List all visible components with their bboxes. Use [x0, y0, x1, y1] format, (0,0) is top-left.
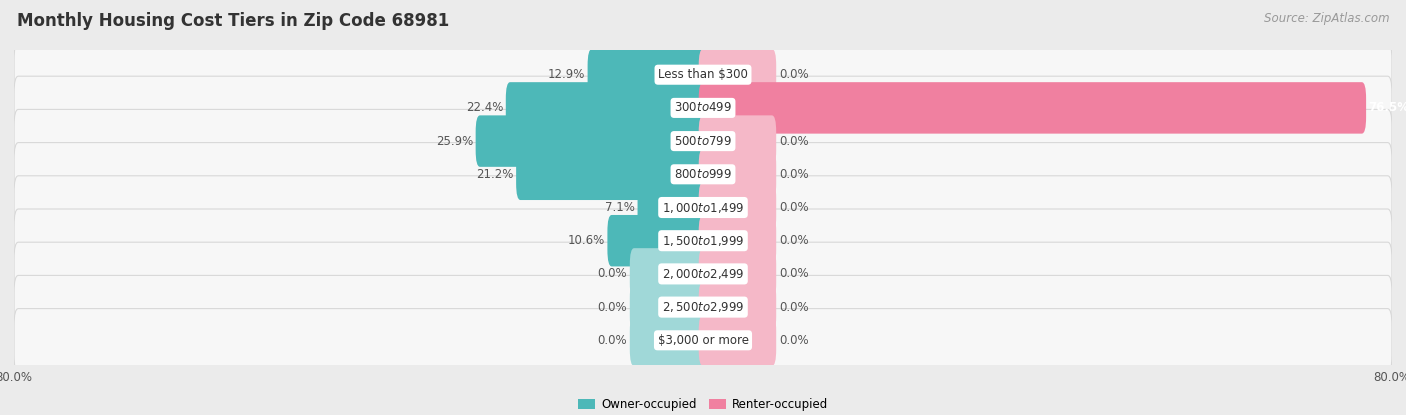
FancyBboxPatch shape — [14, 276, 1392, 339]
Text: Source: ZipAtlas.com: Source: ZipAtlas.com — [1264, 12, 1389, 25]
FancyBboxPatch shape — [699, 115, 776, 167]
Text: $500 to $799: $500 to $799 — [673, 134, 733, 148]
FancyBboxPatch shape — [699, 149, 776, 200]
FancyBboxPatch shape — [699, 315, 776, 366]
FancyBboxPatch shape — [699, 182, 776, 233]
FancyBboxPatch shape — [607, 215, 707, 266]
Text: 0.0%: 0.0% — [598, 267, 627, 281]
Text: 21.2%: 21.2% — [477, 168, 513, 181]
FancyBboxPatch shape — [588, 49, 707, 100]
FancyBboxPatch shape — [630, 315, 707, 366]
Text: $1,000 to $1,499: $1,000 to $1,499 — [662, 200, 744, 215]
Text: $2,000 to $2,499: $2,000 to $2,499 — [662, 267, 744, 281]
Text: 0.0%: 0.0% — [779, 168, 808, 181]
FancyBboxPatch shape — [630, 281, 707, 333]
Text: 25.9%: 25.9% — [436, 134, 472, 148]
FancyBboxPatch shape — [699, 82, 1367, 134]
FancyBboxPatch shape — [630, 248, 707, 300]
Text: 0.0%: 0.0% — [779, 234, 808, 247]
Text: $800 to $999: $800 to $999 — [673, 168, 733, 181]
Legend: Owner-occupied, Renter-occupied: Owner-occupied, Renter-occupied — [572, 393, 834, 415]
Text: Monthly Housing Cost Tiers in Zip Code 68981: Monthly Housing Cost Tiers in Zip Code 6… — [17, 12, 449, 30]
Text: 0.0%: 0.0% — [779, 134, 808, 148]
FancyBboxPatch shape — [14, 43, 1392, 106]
FancyBboxPatch shape — [14, 76, 1392, 139]
FancyBboxPatch shape — [699, 215, 776, 266]
Text: 76.5%: 76.5% — [1368, 101, 1406, 115]
FancyBboxPatch shape — [14, 143, 1392, 206]
FancyBboxPatch shape — [14, 242, 1392, 305]
Text: $3,000 or more: $3,000 or more — [658, 334, 748, 347]
FancyBboxPatch shape — [14, 309, 1392, 372]
Text: $300 to $499: $300 to $499 — [673, 101, 733, 115]
Text: $1,500 to $1,999: $1,500 to $1,999 — [662, 234, 744, 248]
Text: 0.0%: 0.0% — [779, 267, 808, 281]
Text: 0.0%: 0.0% — [779, 300, 808, 314]
FancyBboxPatch shape — [506, 82, 707, 134]
Text: 0.0%: 0.0% — [779, 68, 808, 81]
FancyBboxPatch shape — [516, 149, 707, 200]
FancyBboxPatch shape — [699, 281, 776, 333]
FancyBboxPatch shape — [14, 176, 1392, 239]
Text: Less than $300: Less than $300 — [658, 68, 748, 81]
Text: 12.9%: 12.9% — [548, 68, 585, 81]
FancyBboxPatch shape — [14, 209, 1392, 272]
Text: $2,500 to $2,999: $2,500 to $2,999 — [662, 300, 744, 314]
FancyBboxPatch shape — [699, 49, 776, 100]
FancyBboxPatch shape — [699, 248, 776, 300]
FancyBboxPatch shape — [637, 182, 707, 233]
Text: 0.0%: 0.0% — [779, 334, 808, 347]
Text: 22.4%: 22.4% — [465, 101, 503, 115]
Text: 10.6%: 10.6% — [568, 234, 605, 247]
Text: 7.1%: 7.1% — [605, 201, 636, 214]
FancyBboxPatch shape — [14, 110, 1392, 173]
Text: 0.0%: 0.0% — [779, 201, 808, 214]
Text: 0.0%: 0.0% — [598, 334, 627, 347]
Text: 0.0%: 0.0% — [598, 300, 627, 314]
FancyBboxPatch shape — [475, 115, 707, 167]
